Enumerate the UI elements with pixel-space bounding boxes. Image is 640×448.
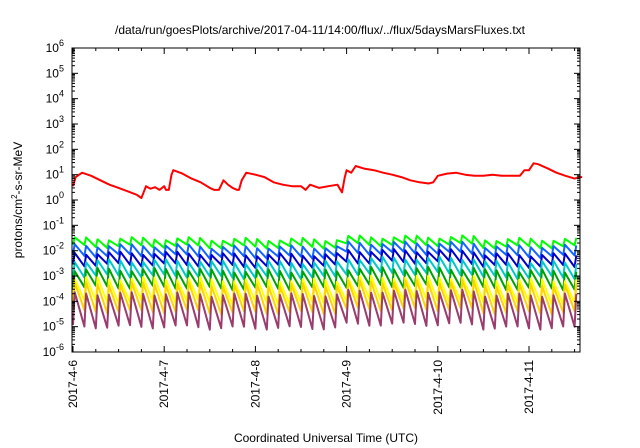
chart-title: /data/run/goesPlots/archive/2017-04-11/1… — [115, 23, 526, 37]
y-axis-label: protons/cm2-s-sr-MeV — [10, 142, 25, 258]
y-tick-label: 102 — [46, 139, 64, 156]
series-line-1 — [72, 234, 578, 250]
y-tick-label: 104 — [46, 89, 64, 106]
y-tick-label: 10-1 — [43, 215, 64, 232]
y-tick-label: 10-5 — [43, 317, 64, 334]
x-tick-label: 2017-4-11 — [522, 360, 536, 414]
series-line-4 — [72, 255, 578, 281]
y-tick-label: 100 — [46, 190, 64, 207]
series-line-5 — [72, 265, 578, 292]
x-tick-label: 2017-4-9 — [340, 360, 354, 408]
series-line-8 — [72, 288, 578, 331]
series-layer — [72, 162, 583, 331]
y-tick-label: 101 — [46, 165, 64, 182]
series-line-0 — [72, 162, 583, 199]
series-line-3 — [72, 248, 578, 269]
y-tick-label: 105 — [46, 63, 64, 80]
x-tick-label: 2017-4-7 — [157, 360, 171, 408]
x-tick-label: 2017-4-6 — [66, 360, 80, 408]
y-tick-label: 10-4 — [43, 291, 64, 308]
y-tick-label: 106 — [46, 38, 64, 55]
x-tick-label: 2017-4-8 — [248, 360, 262, 408]
y-axis: 10-6 10-5 10-4 10-3 10-2 10-1 100 101 102 103 104 1… — [43, 38, 580, 359]
y-tick-label: 10-3 — [43, 266, 64, 283]
x-axis-label: Coordinated Universal Time (UTC) — [234, 431, 418, 445]
y-tick-label: 10-2 — [43, 241, 64, 258]
y-tick-label: 103 — [46, 114, 64, 131]
x-axis: 2017-4-6 2017-4-7 2017-4-8 2017-4-9 2017-4-1… — [66, 48, 576, 415]
x-tick-label: 2017-4-10 — [431, 360, 445, 415]
series-line-2 — [72, 240, 578, 260]
y-tick-label: 10-6 — [43, 342, 64, 359]
